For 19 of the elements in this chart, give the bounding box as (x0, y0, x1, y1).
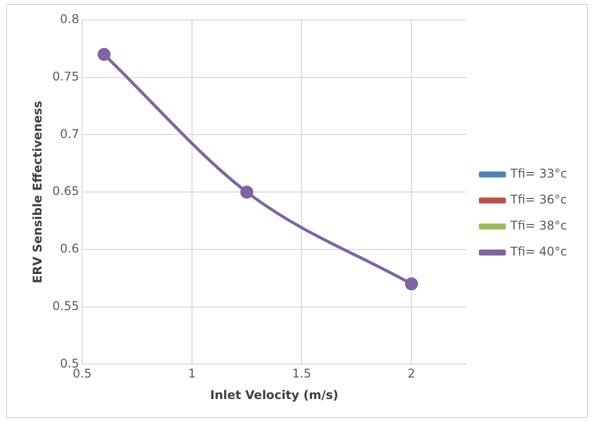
legend-label: Tfi= 40°c (509, 244, 567, 259)
y-tick-label: 0.7 (60, 126, 80, 141)
x-tick-label: 0.5 (72, 366, 92, 381)
point (240, 186, 254, 199)
y-tick-label: 0.55 (52, 298, 80, 313)
point (404, 277, 418, 290)
y-tick-label: 0.8 (60, 12, 80, 26)
x-tick-label: 2 (408, 366, 416, 381)
x-axis-title: Inlet Velocity (m/s) (210, 388, 338, 402)
y-tick-label: 0.6 (60, 242, 80, 256)
y-tick-label: 0.75 (52, 69, 80, 84)
y-axis-title: ERV Sensible Effectiveness (30, 100, 44, 284)
point (98, 48, 111, 61)
legend-label: Tfi= 33°c (509, 166, 567, 181)
x-tick-label: 1.5 (292, 366, 312, 381)
x-tick-label: 1 (188, 366, 196, 381)
legend-label: Tfi= 38°c (509, 218, 567, 233)
legend-label: Tfi= 36°c (509, 192, 567, 207)
y-tick-label: 0.65 (52, 184, 80, 198)
